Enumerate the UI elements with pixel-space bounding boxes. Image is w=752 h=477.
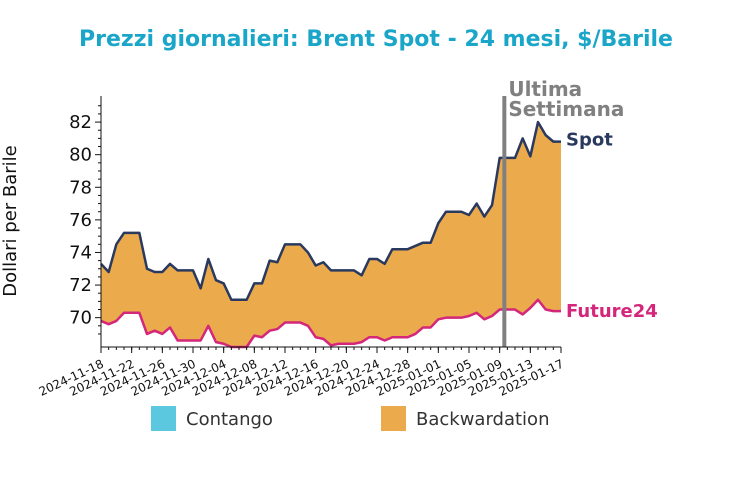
legend-swatch-contango bbox=[151, 406, 176, 431]
future24-line bbox=[100, 298, 561, 349]
y-tick-label: 70 bbox=[69, 308, 92, 329]
y-tick-label: 78 bbox=[69, 177, 92, 198]
y-tick-label: 72 bbox=[69, 275, 92, 296]
legend: Contango Backwardation bbox=[151, 406, 549, 431]
y-tick-label: 74 bbox=[69, 242, 92, 263]
last-week-label-line2: Settimana bbox=[508, 97, 624, 121]
series-label-spot: Spot bbox=[566, 130, 613, 151]
last-week-label-line1: Ultima bbox=[508, 77, 582, 101]
y-axis-label: Dollari per Barile bbox=[0, 145, 21, 297]
series-labels: Spot Future24 bbox=[566, 130, 658, 323]
legend-label-backwardation: Backwardation bbox=[416, 409, 549, 430]
y-tick-label: 82 bbox=[69, 112, 92, 133]
legend-label-contango: Contango bbox=[186, 409, 273, 430]
y-tick-label: 80 bbox=[69, 145, 92, 166]
y-tick-label: 76 bbox=[69, 210, 92, 231]
series-label-future24: Future24 bbox=[566, 301, 658, 322]
fill-area-layer bbox=[101, 122, 561, 348]
spot-line bbox=[100, 120, 561, 301]
legend-swatch-backwardation bbox=[381, 406, 406, 431]
chart-title: Prezzi giornalieri: Brent Spot - 24 mesi… bbox=[79, 27, 673, 52]
backwardation-area bbox=[101, 122, 561, 348]
series-lines bbox=[100, 120, 561, 349]
